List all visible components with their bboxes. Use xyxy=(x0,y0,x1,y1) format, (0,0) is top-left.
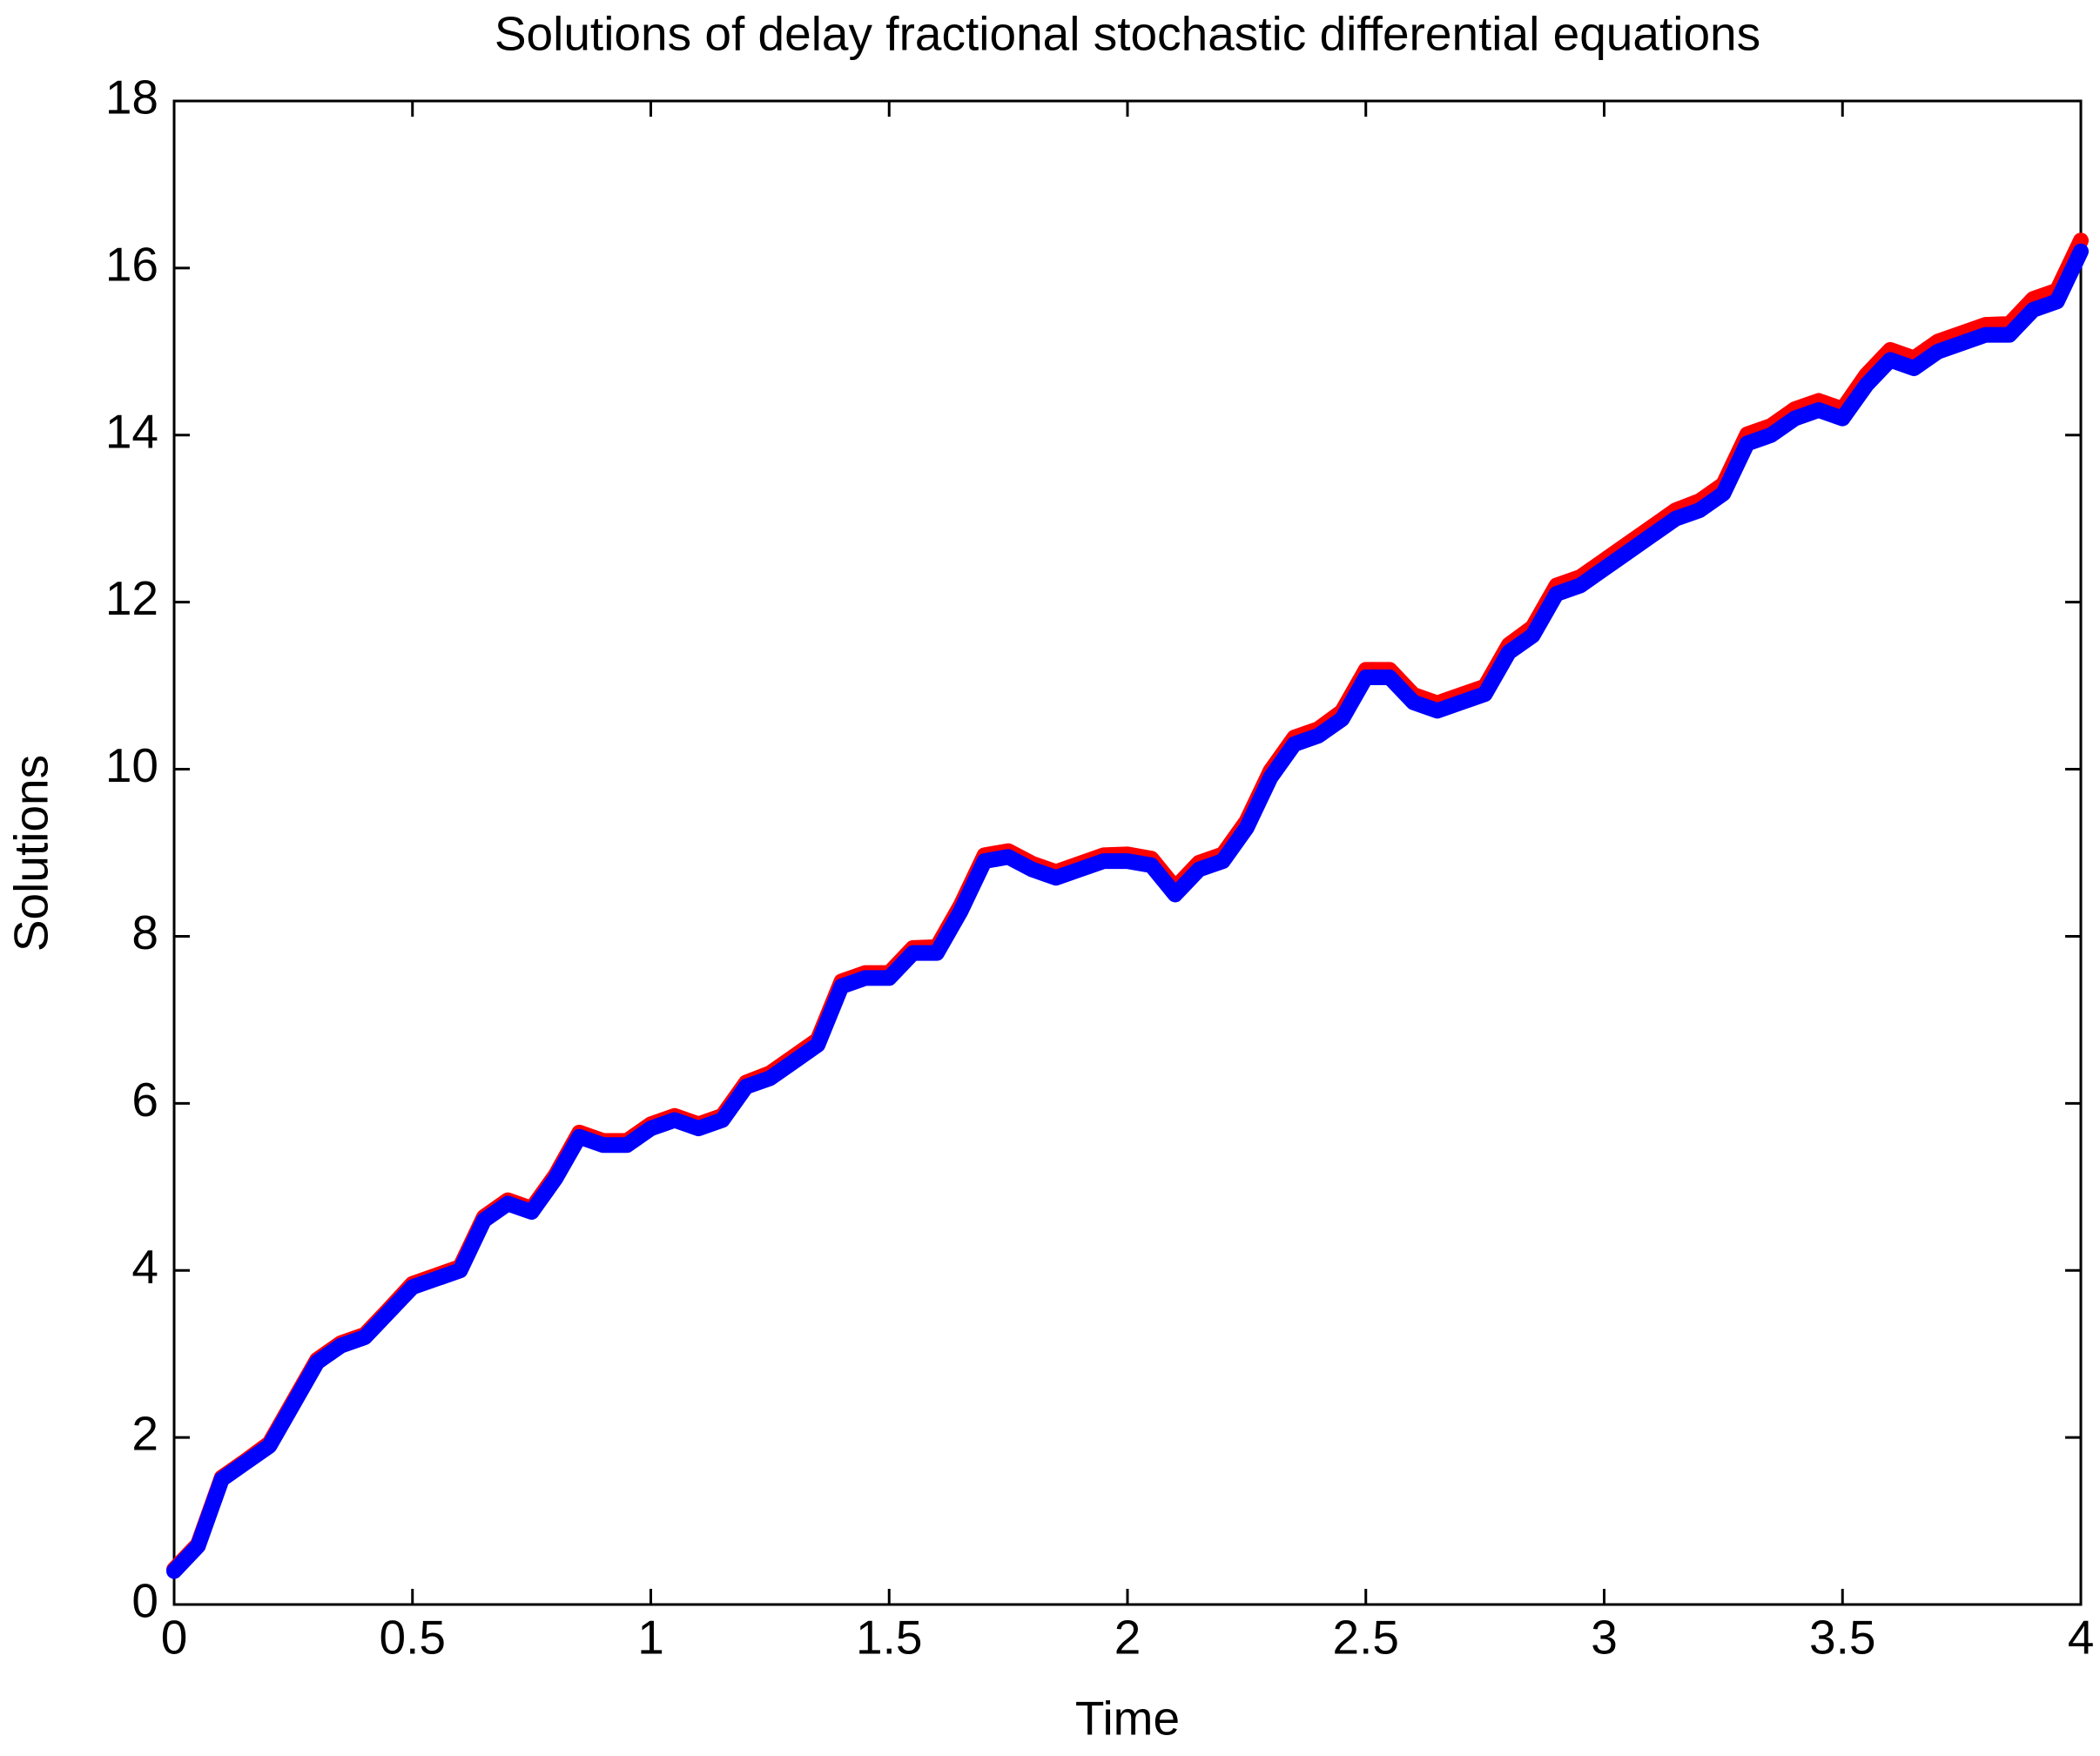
y-tick-label: 0 xyxy=(131,1574,158,1628)
series-line xyxy=(166,243,2089,1579)
x-tick-label: 3.5 xyxy=(1809,1611,1875,1665)
y-tick-label: 14 xyxy=(105,404,158,458)
x-tick-label: 2.5 xyxy=(1333,1611,1399,1665)
x-tick-label: 3 xyxy=(1591,1611,1618,1665)
y-tick-label: 8 xyxy=(131,905,158,959)
x-tick-label: 0.5 xyxy=(380,1611,446,1665)
y-tick-label: 18 xyxy=(105,71,158,124)
chart-title: Solutions of delay fractional stochastic… xyxy=(495,7,1760,61)
y-tick-label: 4 xyxy=(131,1240,158,1294)
y-tick-label: 6 xyxy=(131,1073,158,1127)
x-tick-label: 1 xyxy=(637,1611,664,1665)
x-tick-label: 2 xyxy=(1114,1611,1141,1665)
x-tick-label: 4 xyxy=(2068,1611,2095,1665)
x-tick-label: 0 xyxy=(161,1611,188,1665)
x-axis-label: Time xyxy=(1075,1692,1180,1746)
y-axis-label: Solutions xyxy=(4,755,58,952)
y-tick-label: 2 xyxy=(131,1407,158,1461)
y-tick-label: 16 xyxy=(105,237,158,291)
y-tick-label: 12 xyxy=(105,571,158,625)
y-tick-label: 10 xyxy=(105,738,158,792)
x-tick-label: 1.5 xyxy=(856,1611,922,1665)
